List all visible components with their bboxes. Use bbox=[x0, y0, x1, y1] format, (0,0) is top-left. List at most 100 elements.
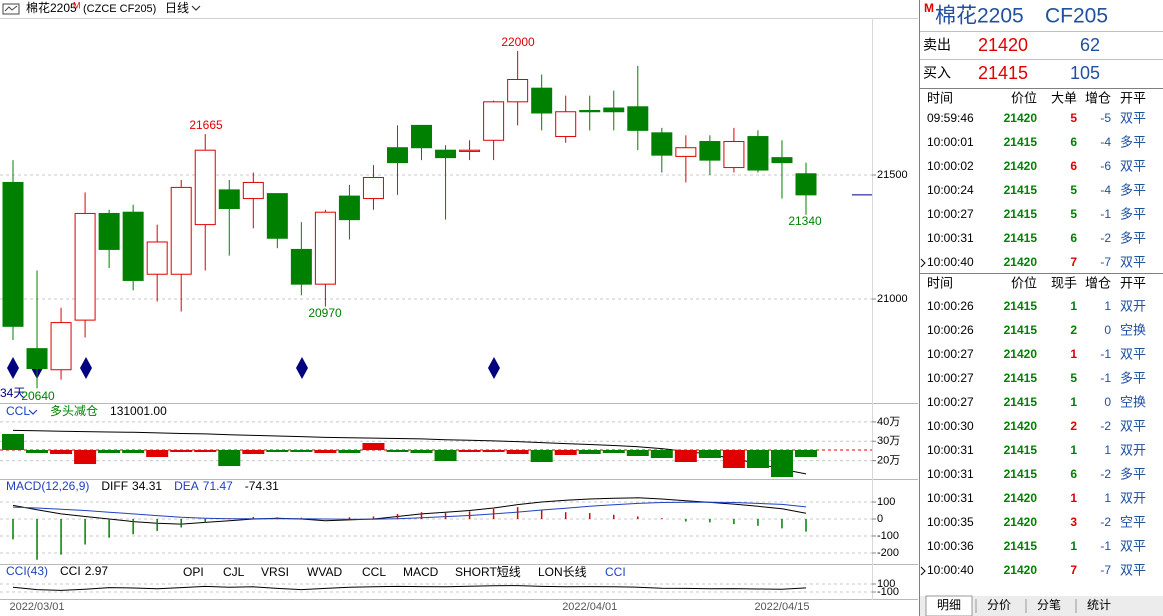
table-cell: 1 bbox=[1070, 347, 1077, 361]
table-cell: 双开 bbox=[1120, 490, 1146, 505]
indicator-tab[interactable]: SHORT短线 bbox=[455, 565, 521, 579]
low-label: 20970 bbox=[308, 306, 342, 320]
bar bbox=[770, 450, 793, 477]
bar bbox=[554, 450, 577, 455]
bar bbox=[194, 450, 217, 452]
table-cell: 双平 bbox=[1120, 418, 1146, 433]
candle-body bbox=[50, 322, 72, 371]
line-series bbox=[12, 501, 807, 520]
candle-body bbox=[555, 111, 577, 138]
table-cell: -7 bbox=[1100, 255, 1111, 269]
tab[interactable]: 明细 bbox=[937, 598, 961, 612]
bar bbox=[170, 450, 193, 452]
table-cell: -2 bbox=[1100, 419, 1111, 433]
table-cell: 21420 bbox=[1004, 347, 1038, 361]
table-cell: 空平 bbox=[1120, 514, 1146, 529]
indicator-tab[interactable]: MACD bbox=[403, 565, 439, 579]
bar bbox=[362, 443, 385, 450]
table-cell: 双开 bbox=[1120, 442, 1146, 457]
table-cell: 10:00:27 bbox=[927, 371, 974, 385]
toolbar-icon[interactable] bbox=[2, 3, 20, 15]
period-select[interactable]: 日线 bbox=[165, 1, 189, 15]
candle-body bbox=[771, 157, 793, 164]
column-header: 价位 bbox=[1011, 90, 1037, 105]
indicator-tab[interactable]: WVAD bbox=[307, 565, 342, 579]
column-header: 现手 bbox=[1051, 275, 1077, 290]
candle-body bbox=[386, 147, 408, 164]
column-header: 价位 bbox=[1011, 275, 1037, 290]
quote-volume: 62 bbox=[1080, 35, 1100, 55]
indicator-title[interactable]: CCL bbox=[6, 404, 30, 418]
period-chevron[interactable] bbox=[191, 5, 201, 11]
signal-diamond bbox=[80, 357, 92, 379]
tab[interactable]: 分价 bbox=[987, 598, 1011, 612]
bar bbox=[290, 450, 313, 452]
bar bbox=[314, 450, 337, 453]
bar bbox=[50, 450, 73, 454]
table-cell: 10:00:27 bbox=[927, 207, 974, 221]
table-cell: 多平 bbox=[1120, 182, 1146, 197]
y-tick-label: 40万 bbox=[877, 416, 900, 428]
tab[interactable]: 分笔 bbox=[1037, 597, 1061, 612]
indicator-tab[interactable]: CCI bbox=[605, 565, 626, 579]
candle-body bbox=[411, 124, 433, 149]
bar bbox=[482, 450, 505, 452]
bar bbox=[338, 450, 361, 453]
table-cell: -6 bbox=[1100, 159, 1111, 173]
table-cell: 5 bbox=[1070, 183, 1077, 197]
bar bbox=[506, 450, 529, 454]
y-tick-label: -100 bbox=[877, 530, 899, 542]
y-tick-label: 20万 bbox=[877, 454, 900, 466]
table-cell: 1 bbox=[1070, 395, 1077, 409]
quote-volume: 105 bbox=[1070, 63, 1100, 83]
bar bbox=[98, 450, 121, 453]
y-tick-label: 100 bbox=[877, 578, 895, 590]
bar bbox=[26, 450, 49, 453]
table-cell: 双平 bbox=[1120, 158, 1146, 173]
table-cell: 21415 bbox=[1004, 231, 1038, 245]
tab-active[interactable] bbox=[925, 595, 973, 616]
table-cell: 21420 bbox=[1004, 159, 1038, 173]
bar bbox=[458, 450, 481, 452]
indicator-tab[interactable]: OPI bbox=[183, 565, 204, 579]
indicator-tab[interactable]: VRSI bbox=[261, 565, 289, 579]
table-cell: 10:00:27 bbox=[927, 395, 974, 409]
table-cell: -1 bbox=[1100, 539, 1111, 553]
indicator-title[interactable]: MACD(12,26,9) bbox=[6, 479, 89, 493]
table-cell: -2 bbox=[1100, 467, 1111, 481]
table-cell: 双开 bbox=[1120, 298, 1146, 313]
candle-body bbox=[194, 149, 216, 226]
indicator-chevron[interactable] bbox=[28, 409, 38, 415]
table-cell: 10:00:31 bbox=[927, 231, 974, 245]
bar bbox=[386, 450, 409, 452]
candle-body bbox=[459, 149, 481, 152]
tab[interactable]: 统计 bbox=[1087, 598, 1111, 612]
indicator-tab[interactable]: CJL bbox=[223, 565, 245, 579]
table-cell: 1 bbox=[1070, 491, 1077, 505]
table-cell: 6 bbox=[1070, 159, 1077, 173]
table-cell: 09:59:46 bbox=[927, 111, 974, 125]
candle-body bbox=[74, 212, 96, 321]
readout-name: DIFF bbox=[101, 479, 128, 493]
candle-body bbox=[218, 189, 240, 209]
quote-name: 棉花2205 bbox=[935, 5, 1024, 28]
candle-body bbox=[651, 132, 673, 156]
exchange-code: (CZCE CF205) bbox=[83, 3, 156, 15]
bar bbox=[626, 450, 649, 456]
table-cell: 5 bbox=[1070, 111, 1077, 125]
row-cursor bbox=[920, 566, 926, 576]
indicator-tab[interactable]: LON长线 bbox=[538, 565, 587, 579]
table-cell: 多平 bbox=[1120, 206, 1146, 221]
candle-body bbox=[266, 193, 288, 239]
table-cell: 多平 bbox=[1120, 230, 1146, 245]
table-cell: 21415 bbox=[1004, 539, 1038, 553]
indicator-tab[interactable]: CCL bbox=[362, 565, 386, 579]
candle-body bbox=[314, 211, 336, 285]
quote-price: 21415 bbox=[978, 63, 1028, 83]
table-cell: 空换 bbox=[1120, 322, 1146, 337]
table-cell: 6 bbox=[1070, 467, 1077, 481]
signal-diamond bbox=[296, 357, 308, 379]
indicator-title[interactable]: CCI(43) bbox=[6, 564, 48, 578]
